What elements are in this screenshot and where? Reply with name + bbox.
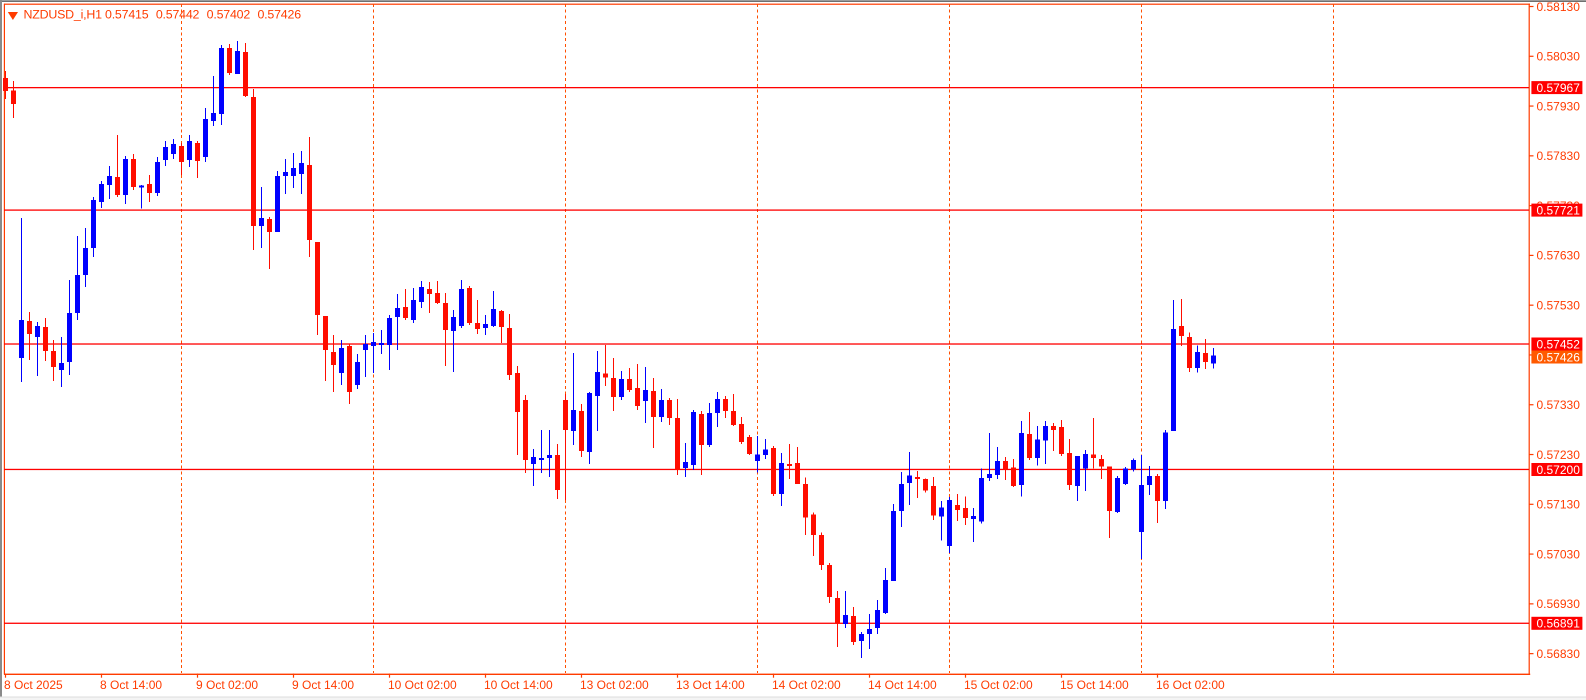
svg-text:10 Oct 14:00: 10 Oct 14:00	[484, 678, 553, 692]
svg-text:0.57452: 0.57452	[1537, 337, 1581, 351]
svg-text:9 Oct 02:00: 9 Oct 02:00	[196, 678, 258, 692]
svg-text:0.57630: 0.57630	[1537, 249, 1581, 263]
svg-text:0.57426: 0.57426	[1537, 350, 1581, 364]
svg-text:0.56891: 0.56891	[1537, 617, 1581, 631]
svg-text:8 Oct 2025: 8 Oct 2025	[4, 678, 63, 692]
svg-text:14 Oct 02:00: 14 Oct 02:00	[772, 678, 841, 692]
svg-text:14 Oct 14:00: 14 Oct 14:00	[868, 678, 937, 692]
svg-text:0.57721: 0.57721	[1537, 203, 1581, 217]
svg-text:NZDUSD_i,H1: NZDUSD_i,H1	[24, 8, 103, 22]
svg-text:0.57030: 0.57030	[1537, 547, 1581, 561]
svg-text:0.58030: 0.58030	[1537, 50, 1581, 64]
svg-text:0.57530: 0.57530	[1537, 299, 1581, 313]
svg-text:0.56830: 0.56830	[1537, 647, 1581, 661]
svg-text:0.57830: 0.57830	[1537, 149, 1581, 163]
svg-text:15 Oct 14:00: 15 Oct 14:00	[1060, 678, 1129, 692]
svg-text:15 Oct 02:00: 15 Oct 02:00	[964, 678, 1033, 692]
svg-text:0.58130: 0.58130	[1537, 0, 1581, 14]
svg-text:8 Oct 14:00: 8 Oct 14:00	[100, 678, 162, 692]
svg-text:0.57230: 0.57230	[1537, 448, 1581, 462]
svg-text:13 Oct 02:00: 13 Oct 02:00	[580, 678, 649, 692]
svg-text:10 Oct 02:00: 10 Oct 02:00	[388, 678, 457, 692]
svg-text:9 Oct 14:00: 9 Oct 14:00	[292, 678, 354, 692]
svg-text:0.57130: 0.57130	[1537, 498, 1581, 512]
svg-text:0.57200: 0.57200	[1537, 463, 1581, 477]
svg-text:0.56930: 0.56930	[1537, 597, 1581, 611]
svg-text:0.57415 0.57442 0.57402 0.5742: 0.57415 0.57442 0.57402 0.57426	[105, 8, 301, 22]
svg-text:0.57967: 0.57967	[1537, 81, 1581, 95]
svg-text:0.57330: 0.57330	[1537, 398, 1581, 412]
svg-text:0.57930: 0.57930	[1537, 99, 1581, 113]
svg-text:16 Oct 02:00: 16 Oct 02:00	[1156, 678, 1225, 692]
svg-text:13 Oct 14:00: 13 Oct 14:00	[676, 678, 745, 692]
